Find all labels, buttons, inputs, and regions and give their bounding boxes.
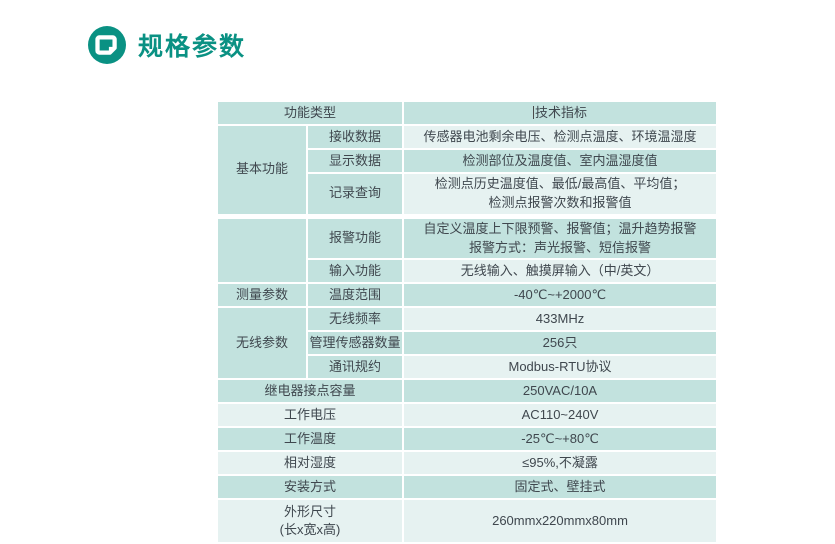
header-tech-index-label: 技术指标 [535,104,588,120]
table-row: 无线参数 无线频率 433MHz [218,308,717,379]
row-value: 250VAC/10A [404,380,717,403]
row-value: 检测部位及温度值、室内温湿度值 [404,150,717,172]
row-value: Modbus-RTU协议 [404,356,717,379]
table-row: 工作温度 -25℃~+80℃ [218,428,717,451]
spec-doc-icon [88,26,126,64]
page-title: 规格参数 [138,33,247,61]
table-row: 报警功能 自定义温度上下限预警、报警值；温升趋势报警 报警方式：声光报警、短信报… [218,215,717,283]
group-measurement: 测量参数 [218,284,306,307]
table-row: 外形尺寸 (长x宽x高) 260mmx220mmx80mm [218,500,717,543]
row-value: 433MHz [404,308,717,331]
header-tech-index: 技术指标 [404,102,717,124]
table-row: 管理传感器数量 256只 [218,332,717,355]
row-label: 显示数据 [308,150,403,172]
row-value: 检测点历史温度值、最低/最高值、平均值； 检测点报警次数和报警值 [404,174,717,214]
table-row: 基本功能 接收数据 传感器电池剩余电压、检测点温度、环境温湿度 [218,126,717,214]
header-function-type: 功能类型 [218,102,403,124]
group-basic-functions: 基本功能 [218,126,306,214]
row-label: 继电器接点容量 [218,380,403,403]
row-label: 相对湿度 [218,452,403,475]
table-row: 继电器接点容量 250VAC/10A [218,380,717,403]
spec-table: 功能类型 技术指标 基本功能 接收数据 传感器电池剩余电压、检测点温度、环境温湿… [216,100,718,544]
table-row: 记录查询 检测点历史温度值、最低/最高值、平均值； 检测点报警次数和报警值 [218,174,717,214]
table-header-row: 功能类型 技术指标 [218,102,717,124]
row-label: 通讯规约 [308,356,403,379]
table-row: 测量参数 温度范围 -40℃~+2000℃ [218,284,717,307]
row-value: 260mmx220mmx80mm [404,500,717,543]
table-row: 安装方式 固定式、壁挂式 [218,476,717,499]
table-row: 工作电压 AC110~240V [218,404,717,427]
row-value: 固定式、壁挂式 [404,476,717,499]
row-value: 自定义温度上下限预警、报警值；温升趋势报警 报警方式：声光报警、短信报警 [404,215,717,259]
group-basic-functions-continued [218,215,306,283]
row-label: 温度范围 [308,284,403,307]
text-cursor-artifact [533,105,534,119]
table-row: 显示数据 检测部位及温度值、室内温湿度值 [218,150,717,172]
row-label: 报警功能 [308,215,403,259]
row-label: 管理传感器数量 [308,332,403,355]
row-value: AC110~240V [404,404,717,427]
row-label: 工作温度 [218,428,403,451]
row-label: 安装方式 [218,476,403,499]
row-label: 工作电压 [218,404,403,427]
table-row: 输入功能 无线输入、触摸屏输入（中/英文） [218,260,717,283]
table-row: 相对湿度 ≤95%,不凝露 [218,452,717,475]
row-value: -40℃~+2000℃ [404,284,717,307]
row-label: 外形尺寸 (长x宽x高) [218,500,403,543]
group-wireless: 无线参数 [218,308,306,379]
page-header: 规格参数 [88,26,246,64]
row-label: 记录查询 [308,174,403,214]
row-label: 输入功能 [308,260,403,283]
table-row: 通讯规约 Modbus-RTU协议 [218,356,717,379]
row-label: 无线频率 [308,308,403,331]
row-value: 无线输入、触摸屏输入（中/英文） [404,260,717,283]
row-value: -25℃~+80℃ [404,428,717,451]
row-value: 256只 [404,332,717,355]
row-label: 接收数据 [308,126,403,148]
row-value: 传感器电池剩余电压、检测点温度、环境温湿度 [404,126,717,148]
row-value: ≤95%,不凝露 [404,452,717,475]
